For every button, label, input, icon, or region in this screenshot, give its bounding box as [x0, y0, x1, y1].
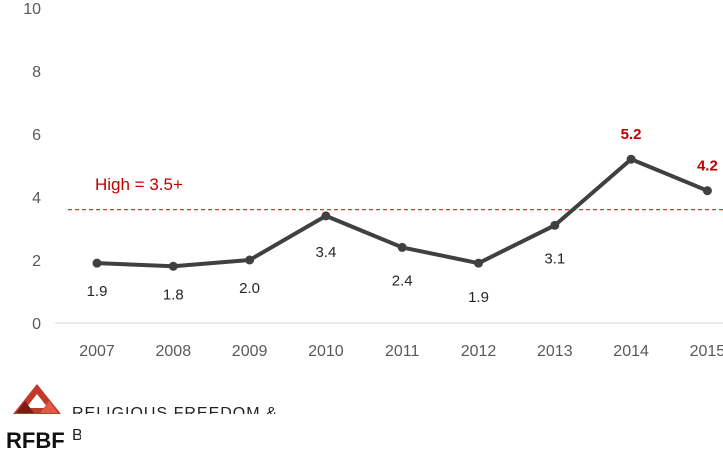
- x-tick-label: 2010: [308, 343, 344, 360]
- logo-abbreviation: RFBF: [6, 428, 65, 453]
- x-tick-label: 2008: [156, 343, 192, 360]
- logo-name-line-1: RELIGIOUS FREEDOM &: [72, 405, 278, 414]
- x-tick-label: 2013: [537, 343, 573, 360]
- data-label: 2.4: [392, 272, 413, 289]
- data-point: [168, 261, 178, 271]
- data-label: 5.2: [621, 126, 642, 143]
- y-tick-label: 6: [32, 127, 41, 144]
- data-label: 1.9: [87, 283, 108, 300]
- data-point: [321, 211, 331, 221]
- data-point: [92, 258, 102, 268]
- data-label: 2.0: [239, 280, 260, 297]
- y-tick-label: 4: [32, 190, 41, 207]
- data-label: 1.9: [468, 289, 489, 306]
- x-tick-label: 2009: [232, 343, 268, 360]
- x-tick-label: 2015: [690, 343, 723, 360]
- data-point: [550, 220, 560, 230]
- data-point: [397, 242, 407, 252]
- data-label: 3.1: [544, 250, 565, 267]
- data-point: [626, 154, 636, 164]
- x-tick-label: 2011: [385, 343, 420, 360]
- x-tick-label: 2012: [461, 343, 497, 360]
- x-axis-ticks: 2007 2008 2009 2010 2011 2012 2013 2014 2015: [79, 343, 723, 360]
- data-label: 4.2: [697, 158, 718, 175]
- data-point: [474, 258, 483, 268]
- threshold-label: High = 3.5+: [95, 175, 183, 194]
- rfbf-logo-icon: RFBF: [6, 384, 65, 453]
- y-tick-label: 2: [32, 253, 41, 270]
- y-tick-label: 8: [32, 64, 41, 81]
- data-points: [92, 154, 712, 271]
- data-label: 1.8: [163, 286, 184, 303]
- data-label: 3.4: [315, 244, 336, 261]
- line-chart: 0 2 4 6 8 10 2007 2008 2009 2010 2011 2012 2013 2014…: [23, 1, 723, 360]
- y-tick-label: 0: [32, 316, 41, 333]
- y-tick-label: 10: [23, 1, 41, 18]
- x-tick-label: 2014: [613, 343, 649, 360]
- y-axis-ticks: 0 2 4 6 8 10: [23, 1, 41, 333]
- data-labels: 1.9 1.8 2.0 3.4 2.4 1.9 3.1 5.2 4.2: [87, 126, 718, 306]
- logo-name-line-2: B: [72, 427, 81, 444]
- x-tick-label: 2007: [79, 343, 115, 360]
- data-point: [245, 255, 255, 265]
- data-point: [702, 186, 712, 196]
